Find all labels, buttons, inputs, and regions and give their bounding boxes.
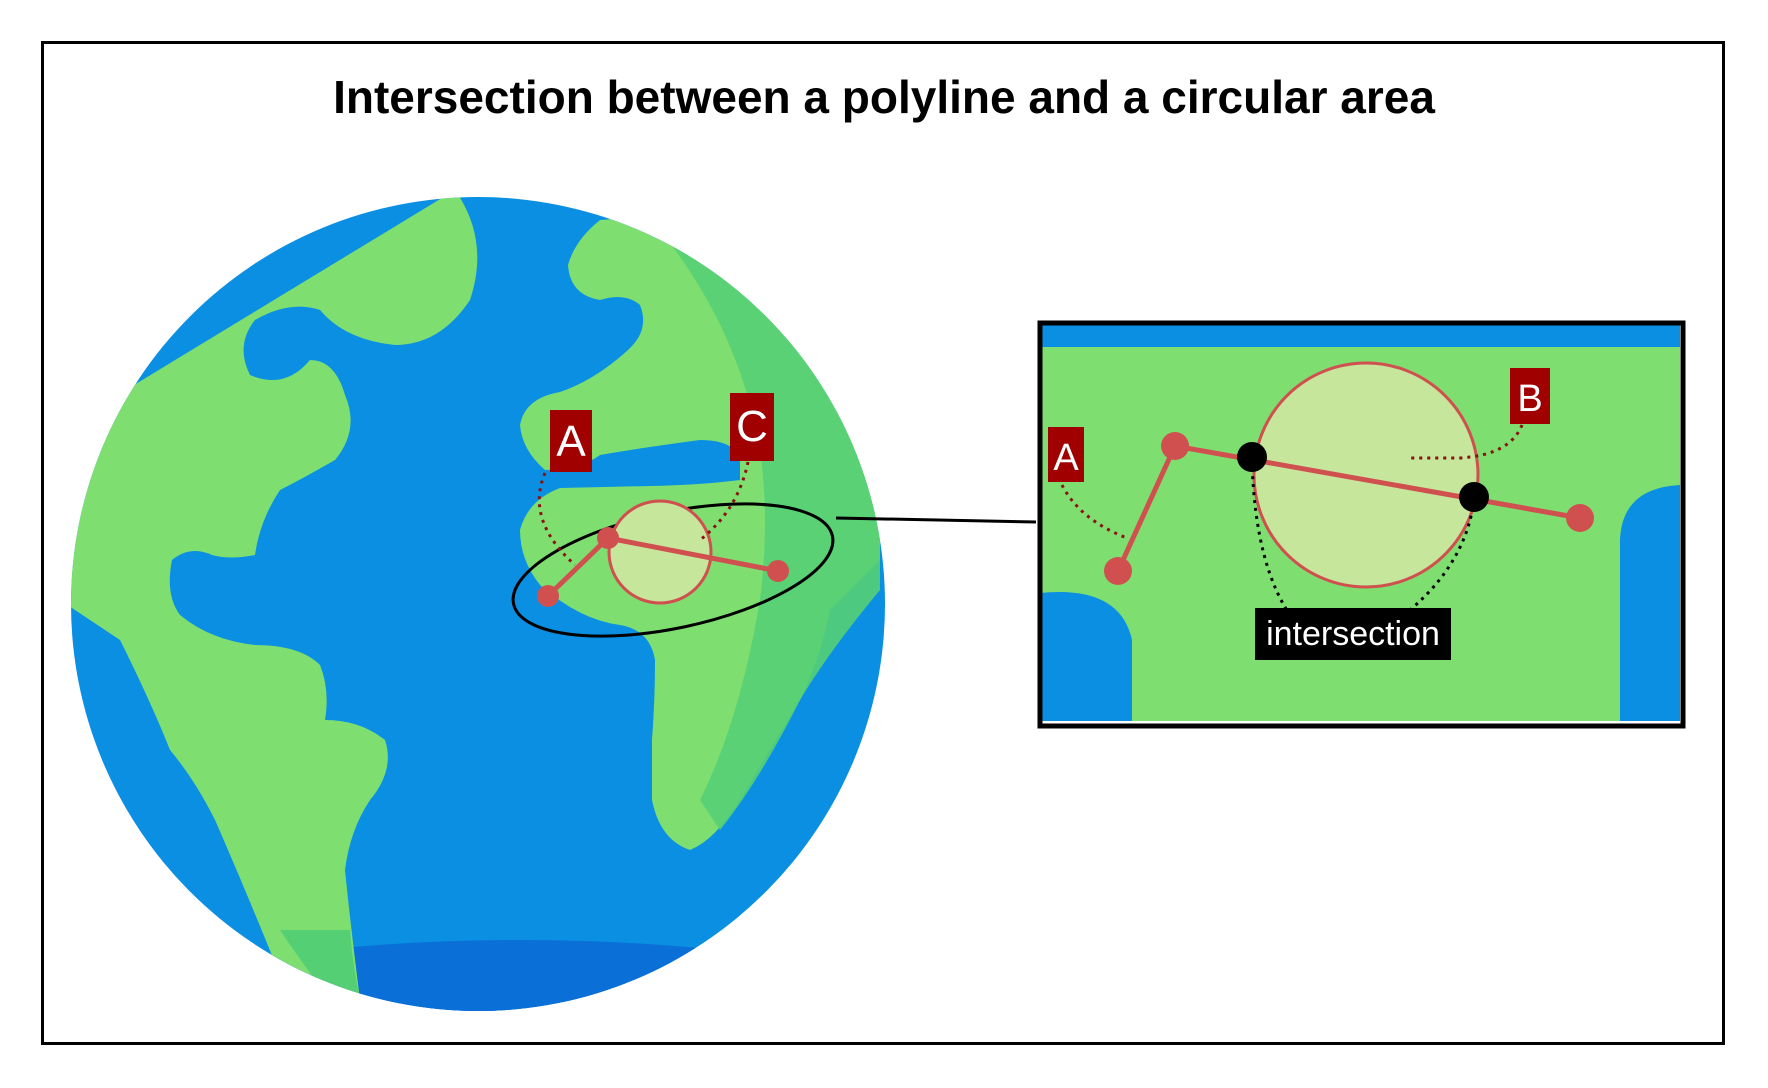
globe-label-a-leader xyxy=(537,472,577,567)
zoom-label-b-box xyxy=(1510,368,1550,424)
zoom-label-a: A xyxy=(1053,437,1079,479)
zoom-polyline-vertex xyxy=(1566,504,1594,532)
zoom-ocean-bottom-right xyxy=(1620,485,1680,721)
zoom-label-b-leader xyxy=(1408,424,1524,460)
zoom-panel-border xyxy=(1037,320,1686,729)
globe-polyline-vertex xyxy=(597,527,619,549)
zoom-circular-area xyxy=(1252,361,1480,589)
zoom-ocean-top xyxy=(1040,325,1680,347)
zoom-label-a-box xyxy=(1048,427,1084,482)
globe-label-c-leader xyxy=(699,461,750,542)
globe-label-c: C xyxy=(736,402,768,451)
globe-polyline-vertex xyxy=(767,560,789,582)
intersection-label-box xyxy=(1255,608,1451,660)
globe-label-a-box xyxy=(550,410,592,472)
zoom-connector-line xyxy=(835,516,1037,524)
land-south xyxy=(280,930,360,1000)
zoom-label-a-leader xyxy=(1060,484,1128,540)
zoom-label-b: B xyxy=(1517,378,1542,420)
land-north-america xyxy=(71,197,478,1000)
globe-label-c-box xyxy=(730,393,774,461)
intersection-point xyxy=(1237,442,1267,472)
intersection-point xyxy=(1459,482,1489,512)
earth-globe: A C xyxy=(71,197,885,1011)
intersection-label: intersection xyxy=(1266,615,1440,653)
globe-circular-area xyxy=(607,499,713,605)
zoom-polyline-vertex xyxy=(1104,557,1132,585)
globe-shadow xyxy=(71,940,885,1011)
globe-label-a: A xyxy=(556,417,586,466)
zoom-polyline-vertex xyxy=(1161,432,1189,460)
zoom-ocean-bottom-left xyxy=(1040,592,1132,721)
zoom-panel: A B intersection xyxy=(1037,320,1686,729)
diagram-title: Intersection between a polyline and a ci… xyxy=(333,71,1435,123)
globe-polyline-vertex xyxy=(537,585,559,607)
